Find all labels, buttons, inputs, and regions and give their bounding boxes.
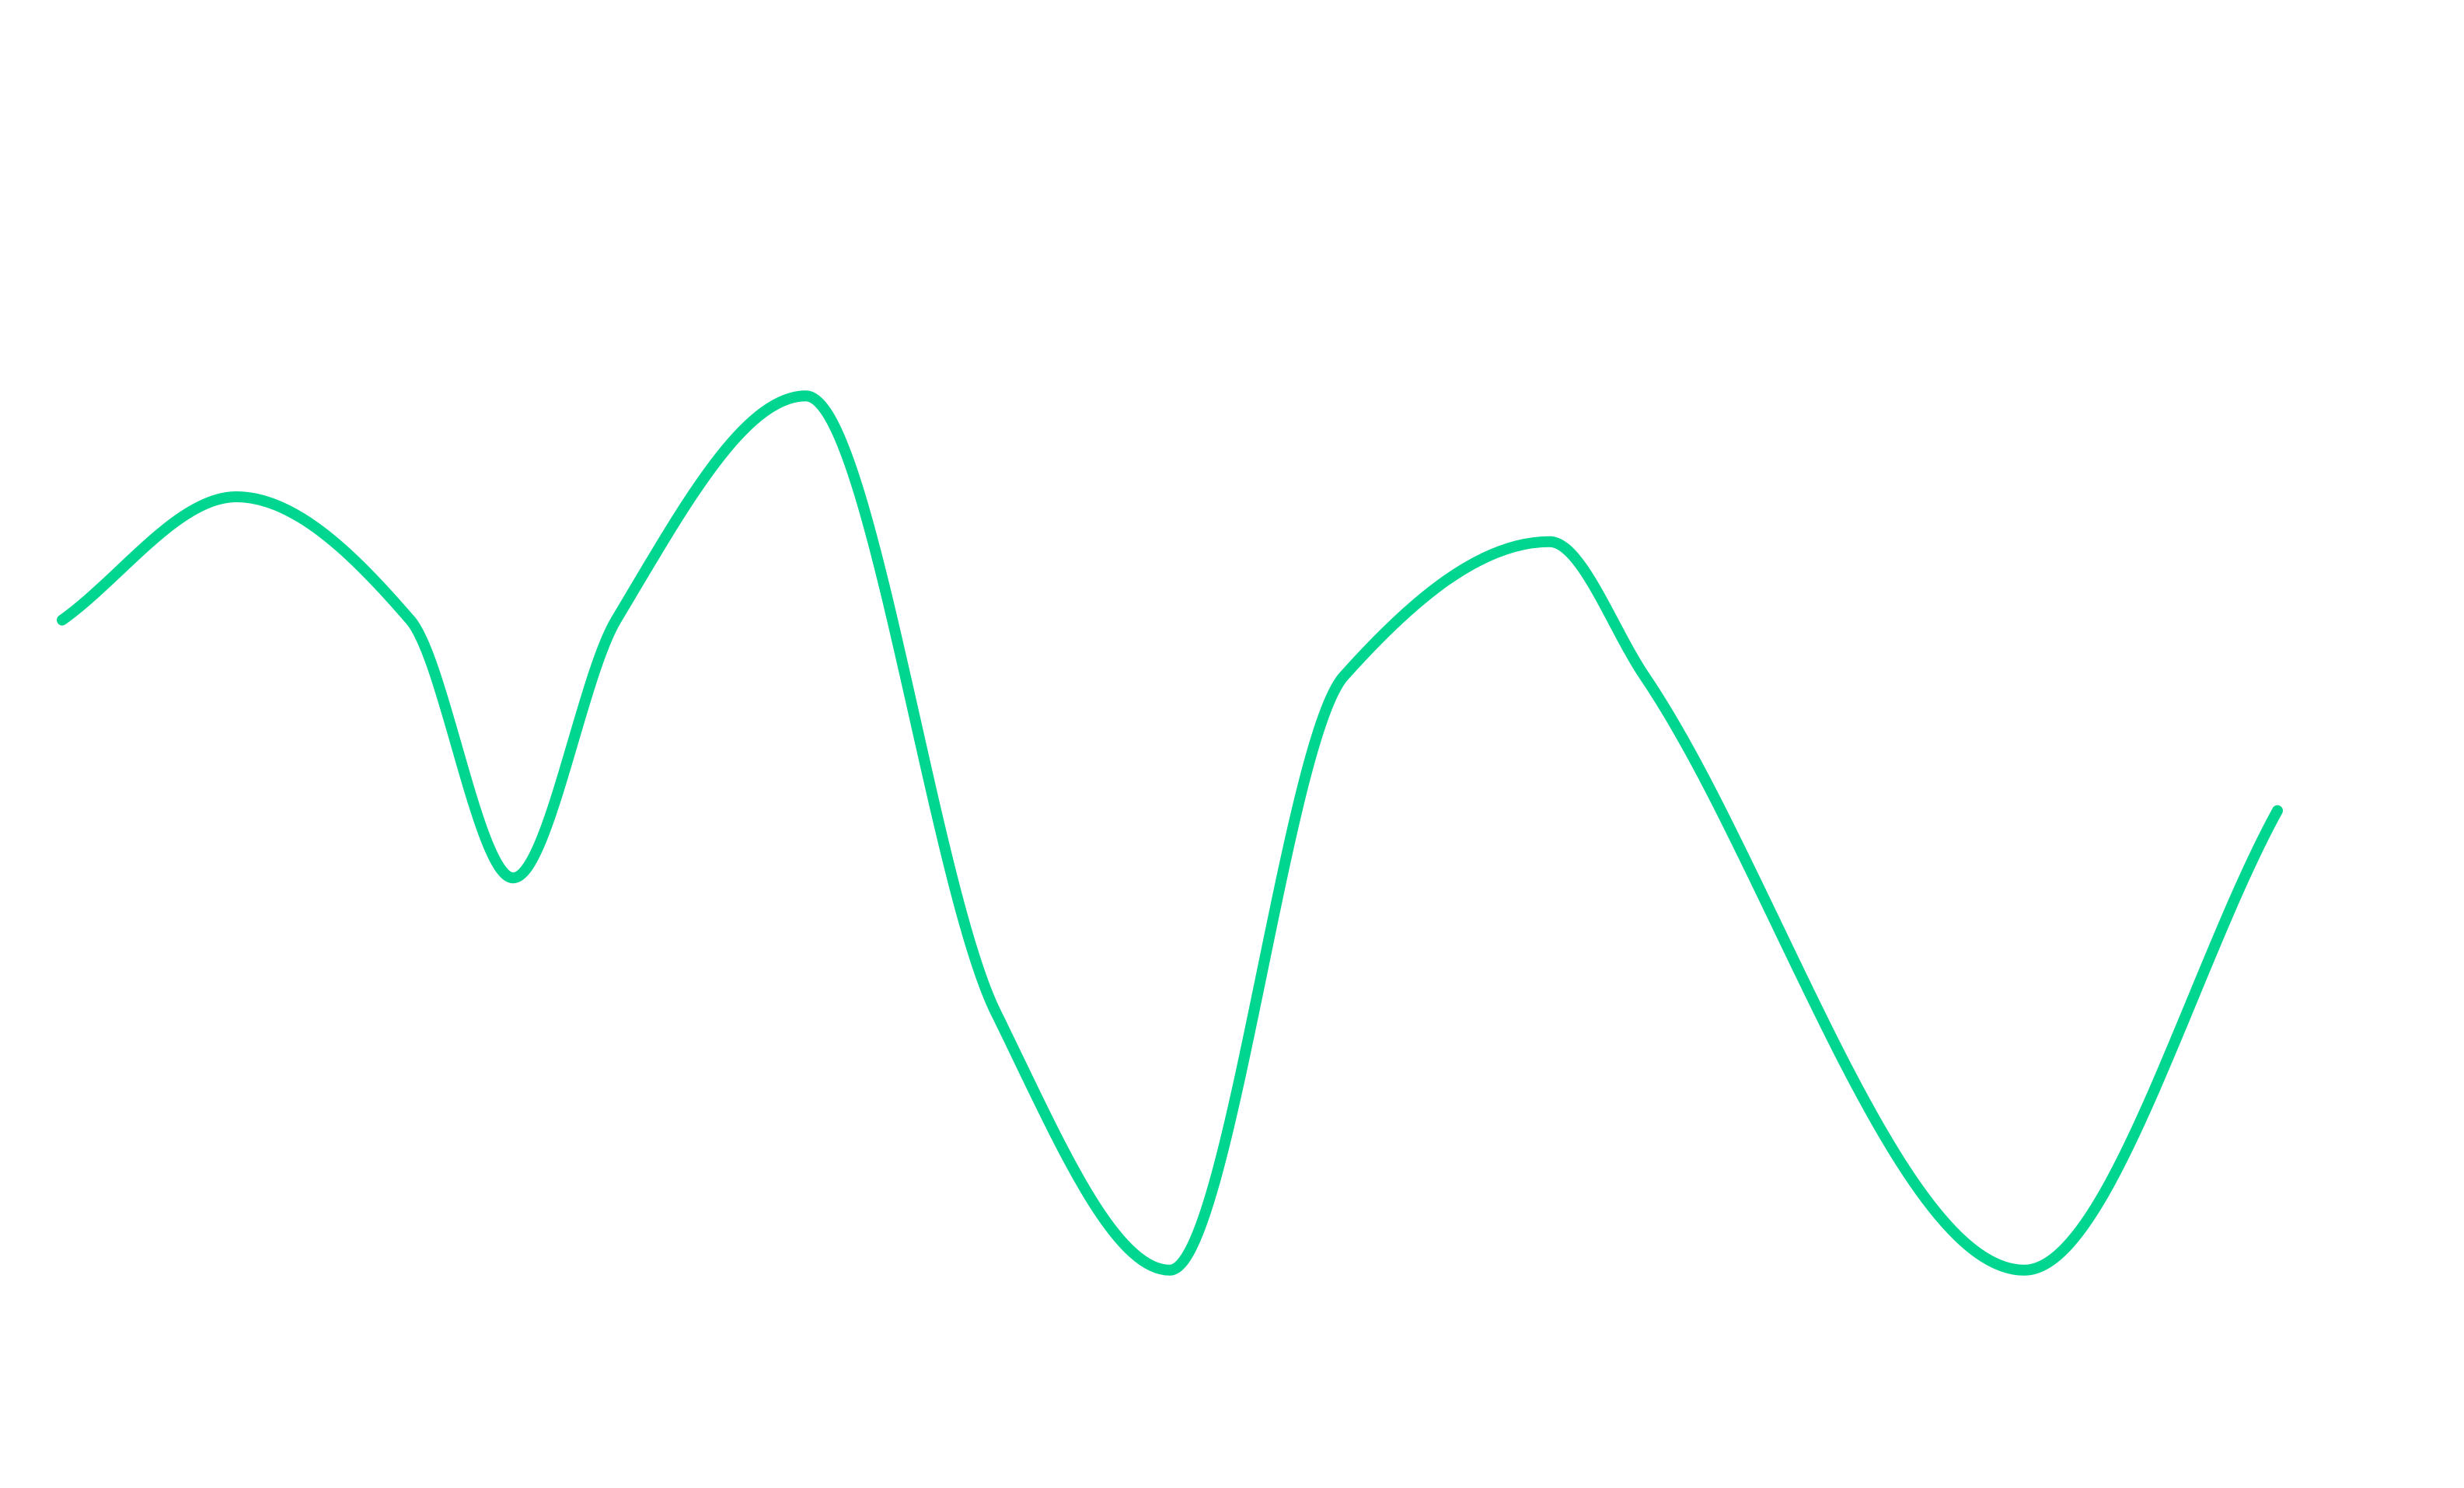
series-line-0 [57, 390, 2283, 1276]
series-layer [57, 390, 2283, 1276]
